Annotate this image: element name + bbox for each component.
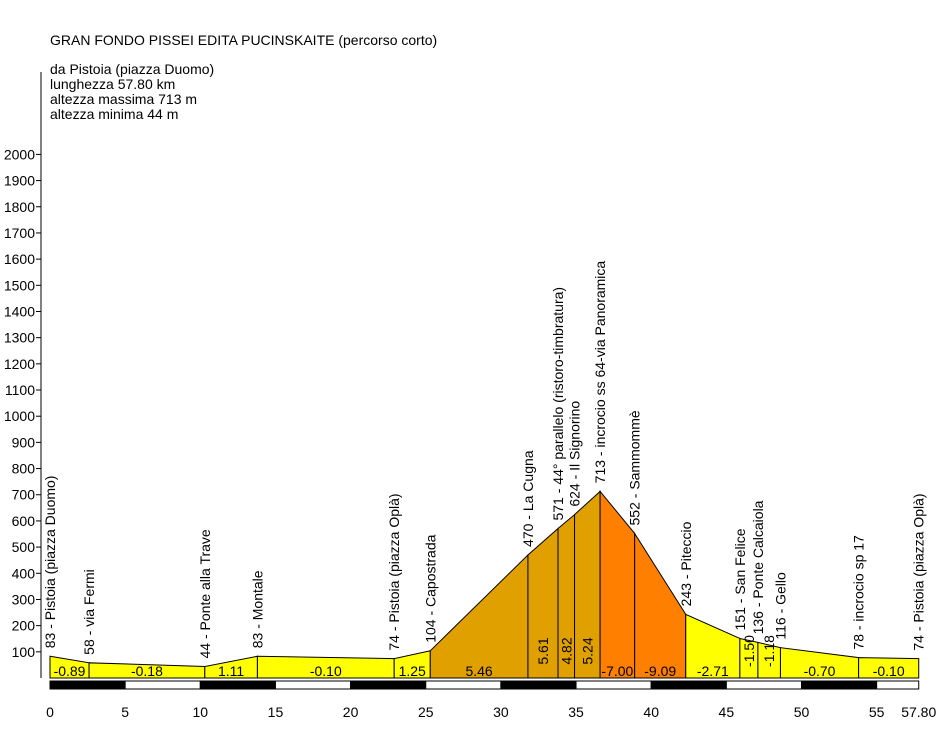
- y-tick-label: 1100: [5, 382, 35, 398]
- y-tick-label: 1500: [4, 277, 35, 293]
- profile-segment: [429, 553, 529, 679]
- distance-scale-block: [199, 680, 276, 690]
- segment-gradient-label: 1.25: [399, 663, 426, 679]
- x-tick-label: 0: [46, 704, 54, 720]
- distance-scale-block: [575, 680, 652, 690]
- segment-gradient-label: -2.71: [697, 663, 729, 679]
- profile-segment: [858, 657, 920, 679]
- distance-scale-block: [650, 680, 727, 690]
- segment-gradient-label: -1.50: [741, 635, 757, 667]
- x-tick-label: 20: [343, 704, 359, 720]
- segment-gradient-label: -0.10: [310, 663, 342, 679]
- segment-gradient-label: -7.00: [601, 663, 633, 679]
- distance-scale-block: [274, 680, 352, 690]
- waypoint-label: 470 - La Cugna: [520, 450, 536, 547]
- distance-scale-block: [500, 680, 577, 690]
- y-tick-label: 1000: [4, 408, 35, 424]
- waypoint-label: 83 - Montale: [249, 570, 265, 648]
- waypoint-label: 116 - Gello: [772, 572, 788, 640]
- segment-gradient-label: -1.18: [761, 635, 777, 667]
- y-tick-label: 1800: [4, 199, 35, 215]
- segment-gradient-label: -0.70: [804, 663, 836, 679]
- x-tick-label: 25: [418, 704, 434, 720]
- waypoint-label: 74 - Pistoia (piazza Oplà): [386, 493, 402, 650]
- segment-gradient-label: 5.24: [579, 637, 595, 664]
- segment-gradient-label: -0.89: [54, 663, 86, 679]
- y-tick-label: 1900: [4, 173, 35, 189]
- distance-scale-block: [425, 680, 502, 690]
- info-max-altitude: altezza massima 713 m: [50, 91, 198, 107]
- waypoint-label: 78 - incrocio sp 17: [851, 535, 867, 650]
- waypoint-label: 83 - Pistoia (piazza Duomo): [42, 476, 58, 649]
- x-tick-label: 50: [794, 704, 810, 720]
- distance-scale-block: [124, 680, 201, 690]
- y-tick-label: 600: [12, 513, 36, 529]
- segment-gradient-label: 1.11: [218, 663, 244, 679]
- y-tick-label: 100: [12, 644, 36, 660]
- x-tick-label: 5: [121, 704, 129, 720]
- x-tick-label: 10: [193, 704, 209, 720]
- x-tick-label: 57.80: [901, 704, 936, 720]
- info-length: lunghezza 57.80 km: [50, 76, 176, 92]
- y-tick-label: 400: [12, 565, 36, 581]
- distance-scale-block: [876, 680, 920, 690]
- x-tick-label: 55: [869, 704, 885, 720]
- y-tick-label: 2000: [4, 146, 35, 162]
- y-tick-label: 1400: [4, 303, 35, 319]
- y-tick-label: 1700: [4, 225, 35, 241]
- info-start: da Pistoia (piazza Duomo): [50, 61, 215, 77]
- waypoint-label: 74 - Pistoia (piazza Oplà): [911, 493, 927, 650]
- waypoint-label: 571 - 44° parallelo (ristoro-timbratura): [550, 287, 566, 521]
- y-tick-label: 1600: [4, 251, 35, 267]
- y-tick-label: 900: [12, 434, 36, 450]
- y-tick-label: 800: [12, 461, 36, 477]
- x-tick-label: 30: [493, 704, 509, 720]
- waypoint-label: 243 - Piteccio: [678, 521, 694, 606]
- segment-gradient-label: 5.61: [535, 637, 551, 664]
- waypoint-label: 552 - Sammommè: [627, 410, 643, 525]
- y-tick-label: 300: [12, 591, 36, 607]
- segment-gradient-label: -0.10: [873, 663, 905, 679]
- info-min-altitude: altezza minima 44 m: [50, 106, 179, 122]
- distance-scale-block: [725, 680, 802, 690]
- segment-gradient-label: -9.09: [644, 663, 676, 679]
- distance-scale-block: [350, 680, 427, 690]
- y-tick-label: 1200: [4, 356, 35, 372]
- waypoint-label: 104 - Capostrada: [422, 534, 438, 642]
- y-tick-label: 500: [12, 539, 36, 555]
- distance-scale-block: [801, 680, 878, 690]
- waypoint-label: 58 - via Fermi: [81, 569, 97, 655]
- x-tick-label: 45: [719, 704, 735, 720]
- x-tick-label: 35: [568, 704, 584, 720]
- segment-gradient-label: 4.82: [558, 637, 574, 664]
- chart-title: GRAN FONDO PISSEI EDITA PUCINSKAITE (per…: [50, 32, 438, 48]
- waypoint-label: 136 - Ponte Calcaiola: [750, 500, 766, 634]
- waypoint-label: 44 - Ponte alla Trave: [197, 529, 213, 658]
- x-tick-label: 15: [268, 704, 284, 720]
- y-tick-label: 200: [12, 618, 36, 634]
- segment-gradient-label: 5.46: [465, 663, 492, 679]
- waypoint-label: 713 - incrocio ss 64-via Panoramica: [592, 261, 608, 484]
- segment-gradient-label: -0.18: [131, 663, 163, 679]
- distance-scale-block: [49, 680, 126, 690]
- waypoint-label: 151 - San Felice: [732, 528, 748, 630]
- waypoint-label: 624 - Il Signorino: [567, 401, 583, 507]
- y-tick-label: 1300: [4, 330, 35, 346]
- y-tick-label: 700: [12, 487, 36, 503]
- x-tick-label: 40: [643, 704, 659, 720]
